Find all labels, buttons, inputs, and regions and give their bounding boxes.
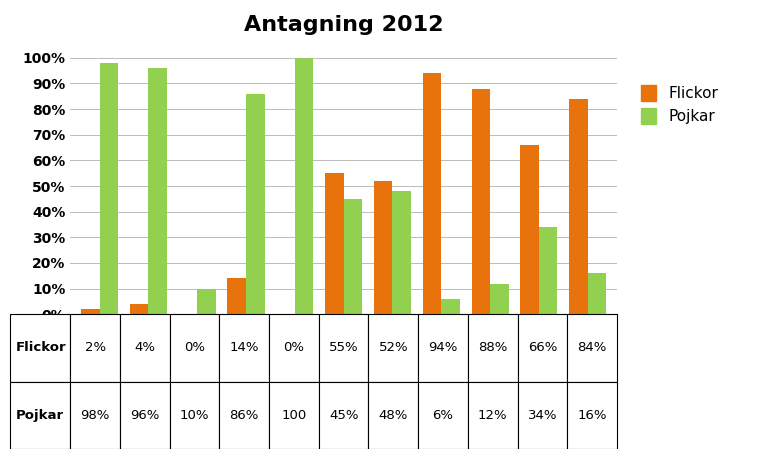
Bar [472, 88, 490, 314]
Bar [246, 94, 265, 314]
Bar [130, 304, 148, 314]
Bar [294, 58, 313, 314]
Legend: Flickor, Pojkar: Flickor, Pojkar [641, 85, 719, 124]
Bar [587, 273, 606, 314]
Bar [148, 68, 167, 314]
Bar [99, 63, 118, 314]
Bar [227, 278, 246, 314]
Bar [520, 145, 539, 314]
Bar [81, 309, 99, 314]
Bar [344, 199, 362, 314]
Bar [490, 283, 508, 314]
Bar [569, 99, 587, 314]
Bar [392, 191, 411, 314]
Bar [197, 289, 216, 314]
Bar [441, 299, 460, 314]
Bar [539, 227, 558, 314]
Title: Antagning 2012: Antagning 2012 [244, 15, 444, 35]
Bar [325, 173, 344, 314]
Bar [374, 181, 392, 314]
Bar [423, 73, 441, 314]
